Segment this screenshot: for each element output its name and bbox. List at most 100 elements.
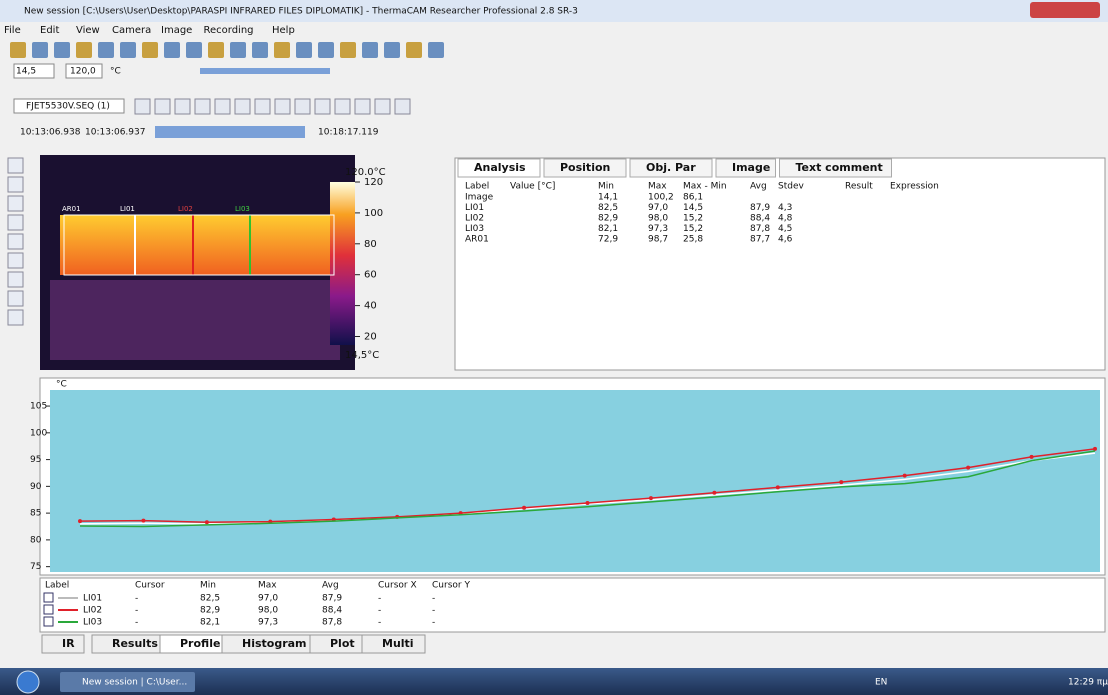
bottom-tab-label[interactable]: Profile <box>180 637 220 650</box>
range-max: 120,0 <box>70 67 96 77</box>
table-cell: 82,9 <box>598 214 618 224</box>
y-tick-label: 75 <box>30 562 41 572</box>
y-tick-label: 90 <box>30 482 42 492</box>
column-header: Avg <box>322 581 339 591</box>
toolbar-button[interactable] <box>10 42 26 58</box>
tab-label[interactable]: Text comment <box>796 161 883 174</box>
colorbar-tick-label: 100 <box>364 208 383 219</box>
toolbar-button[interactable] <box>76 42 92 58</box>
playback-button[interactable] <box>135 99 150 114</box>
tool-button[interactable] <box>8 215 23 230</box>
colorbar-tick-label: 120 <box>364 177 383 188</box>
colorbar-tick-label: 20 <box>364 332 377 343</box>
toolbar-button[interactable] <box>362 42 378 58</box>
toolbar-button[interactable] <box>98 42 114 58</box>
playback-button[interactable] <box>255 99 270 114</box>
menu-item[interactable]: Edit <box>40 25 59 36</box>
table-cell: 87,8 <box>750 224 770 234</box>
toolbar-button[interactable] <box>252 42 268 58</box>
y-tick-label: 105 <box>30 402 47 412</box>
table-cell: 86,1 <box>683 193 703 203</box>
playback-button[interactable] <box>275 99 290 114</box>
toolbar-button[interactable] <box>230 42 246 58</box>
menu-item[interactable]: Help <box>272 25 295 36</box>
toolbar-button[interactable] <box>384 42 400 58</box>
bottom-tab-label[interactable]: Results <box>112 637 158 650</box>
profile-point <box>649 496 653 500</box>
table-cell: 97,3 <box>648 224 668 234</box>
column-header: Stdev <box>778 182 804 192</box>
table-cell: 82,1 <box>598 224 618 234</box>
table-cell: - <box>432 594 435 604</box>
toolbar-button[interactable] <box>54 42 70 58</box>
menu-item[interactable]: Image <box>161 25 192 36</box>
toolbar-button[interactable] <box>208 42 224 58</box>
profile-point <box>903 474 907 478</box>
tool-button[interactable] <box>8 310 23 325</box>
playback-button[interactable] <box>235 99 250 114</box>
table-cell: 15,2 <box>683 224 703 234</box>
playback-button[interactable] <box>395 99 410 114</box>
tab-label[interactable]: Position <box>560 161 610 174</box>
window-controls[interactable] <box>1030 2 1100 18</box>
sequence-progress[interactable] <box>155 126 305 138</box>
toolbar-button[interactable] <box>274 42 290 58</box>
table-cell: 4,5 <box>778 224 792 234</box>
table-cell: - <box>378 606 381 616</box>
tab-label[interactable]: Image <box>732 161 770 174</box>
tab-label[interactable]: Obj. Par <box>646 161 696 174</box>
start-button[interactable] <box>17 671 39 693</box>
playback-button[interactable] <box>335 99 350 114</box>
tool-button[interactable] <box>8 234 23 249</box>
tool-button[interactable] <box>8 272 23 287</box>
tool-button[interactable] <box>8 158 23 173</box>
toolbar-button[interactable] <box>406 42 422 58</box>
toolbar-button[interactable] <box>142 42 158 58</box>
toolbar-button[interactable] <box>296 42 312 58</box>
table-cell: 97,0 <box>258 594 278 604</box>
playback-button[interactable] <box>375 99 390 114</box>
bottom-tab-label[interactable]: Plot <box>330 637 355 650</box>
app-window: New session [C:\Users\User\Desktop\PARAS… <box>0 0 1108 695</box>
tool-button[interactable] <box>8 177 23 192</box>
playback-button[interactable] <box>215 99 230 114</box>
toolbar-button[interactable] <box>186 42 202 58</box>
range-slider[interactable] <box>200 68 330 74</box>
bottom-tab-label[interactable]: Multi <box>382 637 414 650</box>
checkbox[interactable] <box>44 617 53 626</box>
toolbar-button[interactable] <box>164 42 180 58</box>
column-header: Max <box>258 581 277 591</box>
toolbar-button[interactable] <box>120 42 136 58</box>
playback-button[interactable] <box>175 99 190 114</box>
menu-item[interactable]: Camera <box>112 25 151 36</box>
bottom-tab-label[interactable]: IR <box>62 637 75 650</box>
colorbar-tick-label: 60 <box>364 270 377 281</box>
profile-point <box>776 485 780 489</box>
menu-item[interactable]: Recording <box>204 25 254 36</box>
table-cell: 4,3 <box>778 203 792 213</box>
tool-button[interactable] <box>8 291 23 306</box>
tab-label[interactable]: Analysis <box>474 161 526 174</box>
toolbar-button[interactable] <box>318 42 334 58</box>
playback-button[interactable] <box>355 99 370 114</box>
checkbox[interactable] <box>44 605 53 614</box>
menu-item[interactable]: View <box>76 25 100 36</box>
playback-button[interactable] <box>195 99 210 114</box>
checkbox[interactable] <box>44 593 53 602</box>
tool-button[interactable] <box>8 196 23 211</box>
toolbar-button[interactable] <box>428 42 444 58</box>
table-cell: - <box>378 618 381 628</box>
playback-button[interactable] <box>295 99 310 114</box>
tool-button[interactable] <box>8 253 23 268</box>
bottom-tab-label[interactable]: Histogram <box>242 637 307 650</box>
table-cell: LI01 <box>83 594 102 604</box>
toolbar-button[interactable] <box>340 42 356 58</box>
playback-button[interactable] <box>315 99 330 114</box>
table-cell: LI02 <box>83 606 102 616</box>
y-unit: °C <box>56 380 67 390</box>
playback-button[interactable] <box>155 99 170 114</box>
table-cell: LI01 <box>465 203 484 213</box>
menu-item[interactable]: File <box>4 25 21 36</box>
table-cell: 82,9 <box>200 606 220 616</box>
toolbar-button[interactable] <box>32 42 48 58</box>
